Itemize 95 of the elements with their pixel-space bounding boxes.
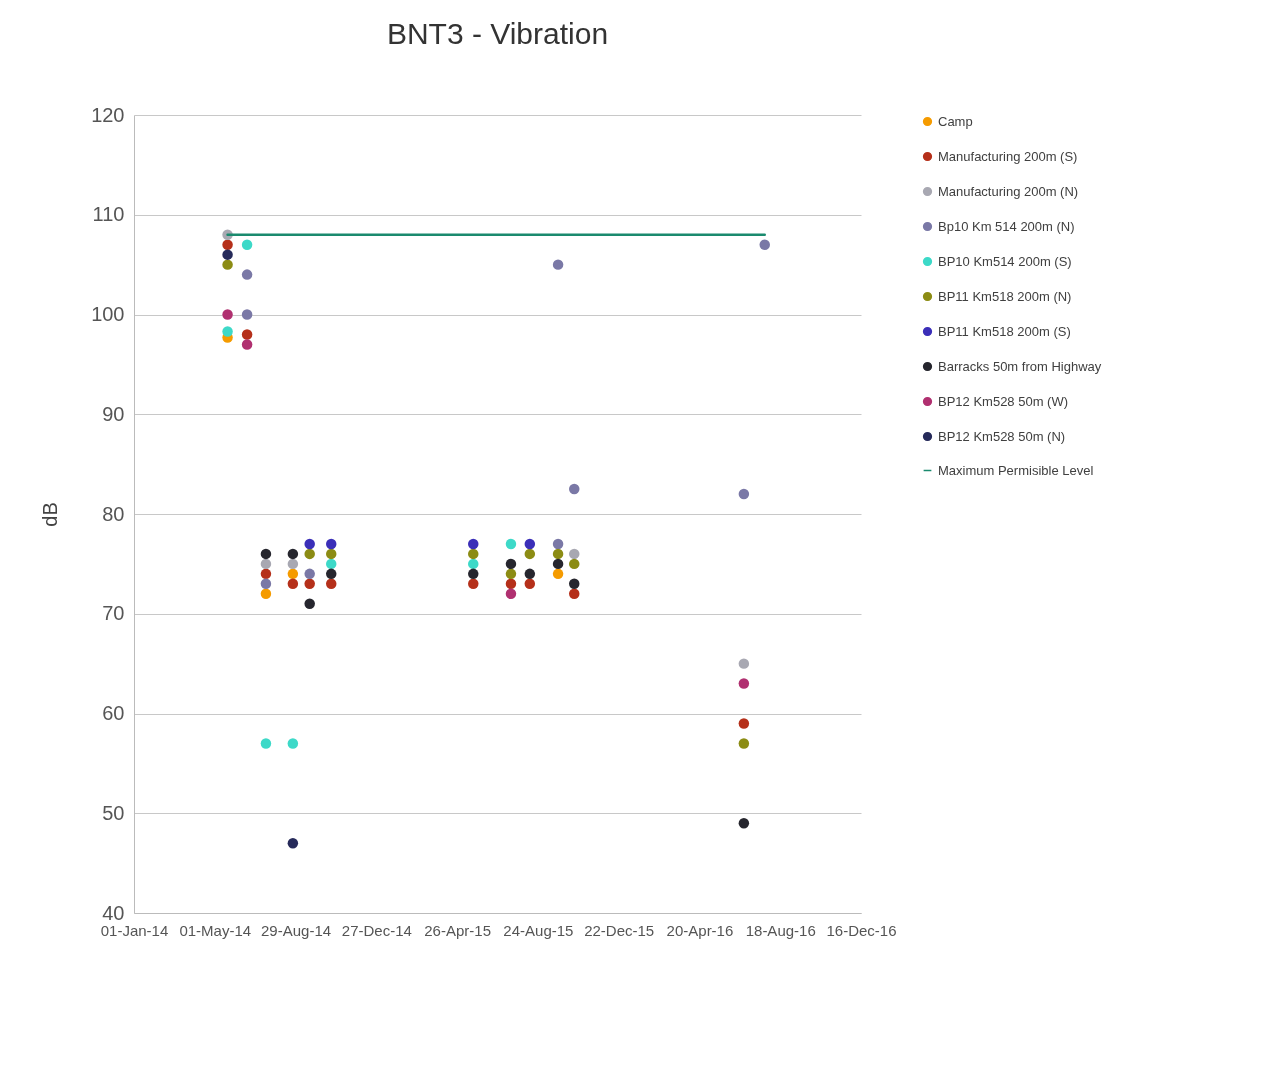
point <box>325 558 337 570</box>
y-tick-label: 100 <box>91 303 125 325</box>
point <box>304 548 315 560</box>
point <box>524 578 536 590</box>
legend-label: BP11 Km518 200m (S) <box>938 323 1071 339</box>
y-tick-label: 120 <box>91 103 125 126</box>
y-tick-label: 80 <box>102 502 125 525</box>
point <box>241 269 253 280</box>
point <box>738 817 750 829</box>
legend-label: BP12 Km528 50m (N) <box>938 428 1066 444</box>
legend-label: Manufacturing 200m (S) <box>938 148 1078 164</box>
x-tick-label: 01-Jan-14 <box>100 921 169 939</box>
point <box>325 568 337 580</box>
point <box>468 568 479 580</box>
point <box>287 568 299 580</box>
point <box>468 558 479 570</box>
point <box>304 578 315 590</box>
point <box>260 548 272 560</box>
point <box>524 538 536 550</box>
point <box>222 259 233 270</box>
point <box>304 568 315 580</box>
x-tick-label: 27-Dec-14 <box>341 921 412 939</box>
x-tick-label: 01-May-14 <box>179 921 252 939</box>
x-tick-label: 18-Aug-16 <box>745 921 816 939</box>
point <box>738 718 750 729</box>
point <box>568 558 580 570</box>
point <box>260 588 272 600</box>
point <box>505 568 517 580</box>
y-axis-title: dB <box>39 502 62 527</box>
point <box>304 598 315 610</box>
point <box>468 548 479 560</box>
x-tick-label: 20-Apr-16 <box>666 921 734 939</box>
point <box>287 837 299 849</box>
point <box>738 658 750 669</box>
y-tick-label: 50 <box>102 801 125 824</box>
x-tick-label: 26-Apr-15 <box>424 921 491 939</box>
legend-label: Bp10 Km 514 200m (N) <box>938 218 1075 234</box>
point <box>260 558 272 570</box>
point <box>552 548 564 560</box>
point <box>759 239 770 250</box>
point <box>552 538 564 550</box>
y-tick-label: 60 <box>102 702 125 724</box>
legend-label: BP10 Km514 200m (S) <box>938 253 1072 269</box>
point <box>524 548 536 560</box>
point <box>468 538 479 550</box>
point <box>260 568 272 580</box>
point <box>738 738 750 749</box>
point <box>738 678 750 689</box>
legend-label: Manufacturing 200m (N) <box>938 183 1079 199</box>
legend-label: Maximum Permisible Level <box>938 462 1094 478</box>
point <box>325 538 337 550</box>
point <box>568 548 580 560</box>
point <box>568 578 580 590</box>
point <box>241 309 253 320</box>
point <box>304 538 315 550</box>
y-tick-label: 90 <box>102 402 125 425</box>
x-tick-label: 24-Aug-15 <box>503 921 574 939</box>
point <box>568 588 580 600</box>
point <box>325 548 337 560</box>
point <box>505 588 517 600</box>
legend-label: Barracks 50m from Highway <box>938 358 1102 374</box>
point <box>287 548 299 560</box>
point <box>241 329 253 340</box>
point <box>505 578 517 590</box>
y-tick-label: 110 <box>92 203 125 226</box>
point <box>552 568 564 580</box>
point <box>568 483 580 495</box>
point <box>222 249 233 260</box>
point <box>468 578 479 590</box>
point <box>325 578 337 590</box>
y-tick-label: 70 <box>102 602 125 625</box>
point <box>552 259 564 270</box>
x-tick-label: 29-Aug-14 <box>261 921 332 939</box>
point <box>260 578 272 590</box>
point <box>260 738 272 749</box>
point <box>222 309 233 320</box>
legend-label: BP12 Km528 50m (W) <box>938 393 1069 409</box>
legend-label: BP11 Km518 200m (N) <box>938 288 1072 304</box>
point <box>287 738 299 749</box>
chart-title: BNT3 - Vibration <box>386 17 609 50</box>
point <box>524 568 536 580</box>
point <box>287 558 299 570</box>
point <box>552 558 564 570</box>
point <box>241 239 253 250</box>
y-tick-label: 40 <box>102 901 125 924</box>
point <box>505 538 517 550</box>
point <box>222 239 233 250</box>
x-tick-label: 16-Dec-16 <box>826 921 897 939</box>
point <box>241 339 253 350</box>
point <box>738 488 750 500</box>
legend-label: Camp <box>938 113 973 129</box>
point <box>505 558 517 570</box>
point <box>222 326 233 337</box>
point <box>287 578 299 590</box>
x-tick-label: 22-Dec-15 <box>584 921 655 939</box>
